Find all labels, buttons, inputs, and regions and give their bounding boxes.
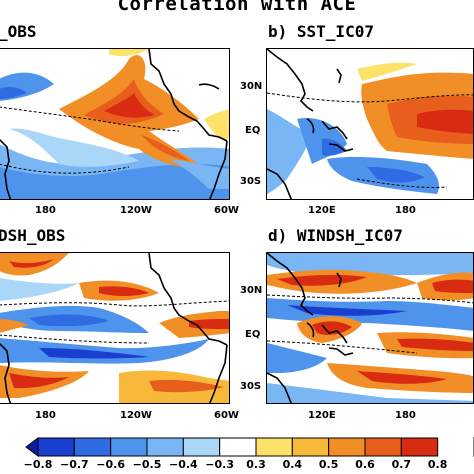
panel-d-lat-tick-30s: 30S: [240, 381, 262, 392]
panel-b-field: [267, 49, 473, 199]
colorbar-segment: [255, 437, 293, 457]
colorbar-tick-label: −0.4: [168, 458, 198, 471]
panel-c-label: DSH_OBS: [0, 226, 66, 245]
panel-b-lat-tick-eq: EQ: [245, 125, 261, 136]
colorbar-tick-label: 0.8: [427, 458, 448, 471]
panel-c-lon-tick-180: 180: [35, 410, 56, 421]
panel-b-lon-tick-120e: 120E: [308, 205, 336, 216]
colorbar-segment: [291, 437, 330, 457]
panel-d-label: d) WINDSH_IC07: [268, 226, 403, 245]
colorbar-segment: [400, 437, 439, 457]
colorbar-tick-label: −0.6: [96, 458, 126, 471]
panel-d-lat-tick-30n: 30N: [240, 285, 263, 296]
colorbar-segment: [73, 437, 112, 457]
panel-a-field: [0, 49, 229, 199]
panel-d-lon-tick-120e: 120E: [308, 410, 336, 421]
colorbar-segment: [219, 437, 257, 457]
panel-b-lon-tick-180: 180: [395, 205, 416, 216]
colorbar-tick-label: −0.5: [132, 458, 162, 471]
panel-c-field: [0, 253, 229, 403]
panel-d-lat-tick-eq: EQ: [245, 329, 261, 340]
panel-a-lon-tick-180: 180: [35, 205, 56, 216]
colorbar-segment: [25, 437, 39, 457]
colorbar-segment: [364, 437, 402, 457]
panel-b-lat-tick-30n: 30N: [240, 81, 263, 92]
colorbar-tick-label: 0.7: [391, 458, 412, 471]
colorbar-tick-label: 0.5: [318, 458, 339, 471]
panel-a-label: _OBS: [0, 22, 37, 41]
colorbar-segment: [328, 437, 366, 457]
colorbar-tick-label: −0.7: [59, 458, 89, 471]
panel-d-map: [266, 252, 474, 404]
panel-c-lon-tick-120w: 120W: [120, 410, 152, 421]
panel-c-map: [0, 252, 230, 404]
colorbar-segment: [146, 437, 184, 457]
colorbar-tick-label: 0.3: [246, 458, 266, 471]
colorbar-tick-label: 0.4: [282, 458, 303, 471]
panel-a-lon-tick-120w: 120W: [120, 205, 152, 216]
colorbar-segment: [37, 437, 75, 457]
colorbar: [25, 437, 474, 457]
colorbar-tick-label: 0.6: [355, 458, 375, 471]
panel-a-map: [0, 48, 230, 200]
panel-d-field: [267, 253, 473, 403]
colorbar-tick-label: −0.8: [23, 458, 53, 471]
panel-b-lat-tick-30s: 30S: [240, 176, 262, 187]
colorbar-tick-label: −0.3: [205, 458, 235, 471]
panel-b-label: b) SST_IC07: [268, 22, 374, 41]
colorbar-segment: [110, 437, 148, 457]
panel-d-lon-tick-180: 180: [395, 410, 416, 421]
panel-c-lon-tick-60w: 60W: [214, 410, 239, 421]
panel-b-map: [266, 48, 474, 200]
panel-a-lon-tick-60w: 60W: [214, 205, 239, 216]
colorbar-segment: [182, 437, 221, 457]
figure-title: Correlation with ACE: [117, 0, 357, 15]
